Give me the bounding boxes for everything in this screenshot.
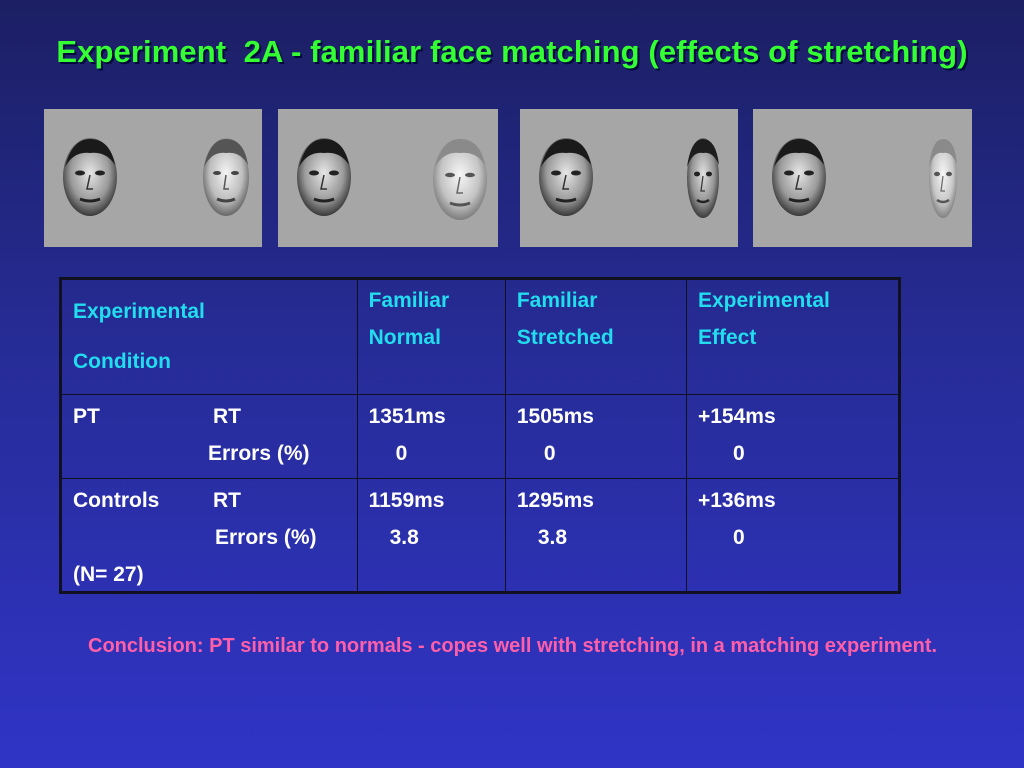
row-pt-stretched-rt: 1505ms: [516, 405, 594, 429]
face-right-image: [202, 137, 250, 217]
table-row-pt: PT RT Errors (%) 1351ms 0 1505ms 0 +154m…: [60, 394, 901, 479]
header-col2-line2: Normal: [368, 326, 441, 349]
stimulus-panel-2: [278, 109, 498, 247]
header-col3-line2: Stretched: [516, 326, 614, 349]
row-pt-condition-cell: PT RT Errors (%): [60, 394, 358, 479]
table-row-controls: Controls RT Errors (%) (N= 27) 1159ms 3.…: [60, 477, 901, 594]
header-col4-line1: Experimental: [697, 289, 830, 312]
row-pt-normal-err: 0: [395, 442, 408, 466]
face-right-image: [686, 137, 720, 219]
row-controls-effect-rt: +136ms: [697, 488, 776, 512]
row-pt-group: PT: [73, 405, 100, 429]
slide-title: Experiment 2A - familiar face matching (…: [56, 34, 968, 69]
face-left-image: [771, 137, 827, 217]
header-condition-line2: Condition: [73, 350, 171, 373]
table-header-row: Experimental Condition Familiar Normal F…: [60, 277, 901, 396]
row-pt-measure-errors: Errors (%): [208, 442, 310, 466]
header-condition-line1: Experimental: [73, 300, 205, 323]
stimulus-panel-1: [44, 109, 262, 247]
row-controls-group: Controls: [73, 488, 160, 512]
row-controls-effect-cell: +136ms 0: [685, 477, 901, 594]
row-pt-effect-rt: +154ms: [697, 405, 776, 429]
row-controls-normal-rt: 1159ms: [368, 488, 445, 512]
row-pt-effect-err: 0: [732, 442, 745, 466]
header-col3-line1: Familiar: [516, 289, 598, 312]
results-table: Experimental Condition Familiar Normal F…: [59, 277, 901, 594]
face-left-image: [296, 137, 352, 217]
row-pt-stretched-err: 0: [543, 442, 556, 466]
row-pt-stretched-cell: 1505ms 0: [504, 394, 687, 479]
header-col2-line1: Familiar: [368, 289, 450, 312]
row-controls-stretched-rt: 1295ms: [516, 488, 594, 512]
face-left-image: [62, 137, 118, 217]
row-controls-normal-err: 3.8: [389, 525, 419, 549]
stimulus-panel-4: [753, 109, 972, 247]
row-pt-normal-cell: 1351ms 0: [356, 394, 506, 479]
face-left-image: [538, 137, 594, 217]
row-controls-measure-rt: RT: [213, 488, 241, 512]
row-pt-measure-rt: RT: [213, 405, 241, 429]
row-controls-measure-errors: Errors (%): [215, 525, 317, 549]
header-effect-cell: Experimental Effect: [685, 277, 901, 396]
face-right-image: [928, 137, 958, 219]
row-controls-effect-err: 0: [732, 525, 745, 549]
face-right-image: [432, 137, 488, 221]
row-controls-condition-cell: Controls RT Errors (%) (N= 27): [60, 477, 358, 594]
row-controls-normal-cell: 1159ms 3.8: [356, 477, 506, 594]
row-controls-stretched-err: 3.8: [537, 525, 568, 549]
row-pt-normal-rt: 1351ms: [368, 405, 446, 429]
header-familiar-stretched-cell: Familiar Stretched: [504, 277, 687, 396]
header-col4-line2: Effect: [697, 326, 757, 349]
row-pt-effect-cell: +154ms 0: [685, 394, 901, 479]
row-controls-n: (N= 27): [73, 562, 144, 586]
header-condition-cell: Experimental Condition: [60, 277, 358, 396]
stimulus-panel-3: [520, 109, 738, 247]
header-familiar-normal-cell: Familiar Normal: [356, 277, 506, 396]
conclusion-text: Conclusion: PT similar to normals - cope…: [88, 635, 938, 657]
row-controls-stretched-cell: 1295ms 3.8: [504, 477, 687, 594]
